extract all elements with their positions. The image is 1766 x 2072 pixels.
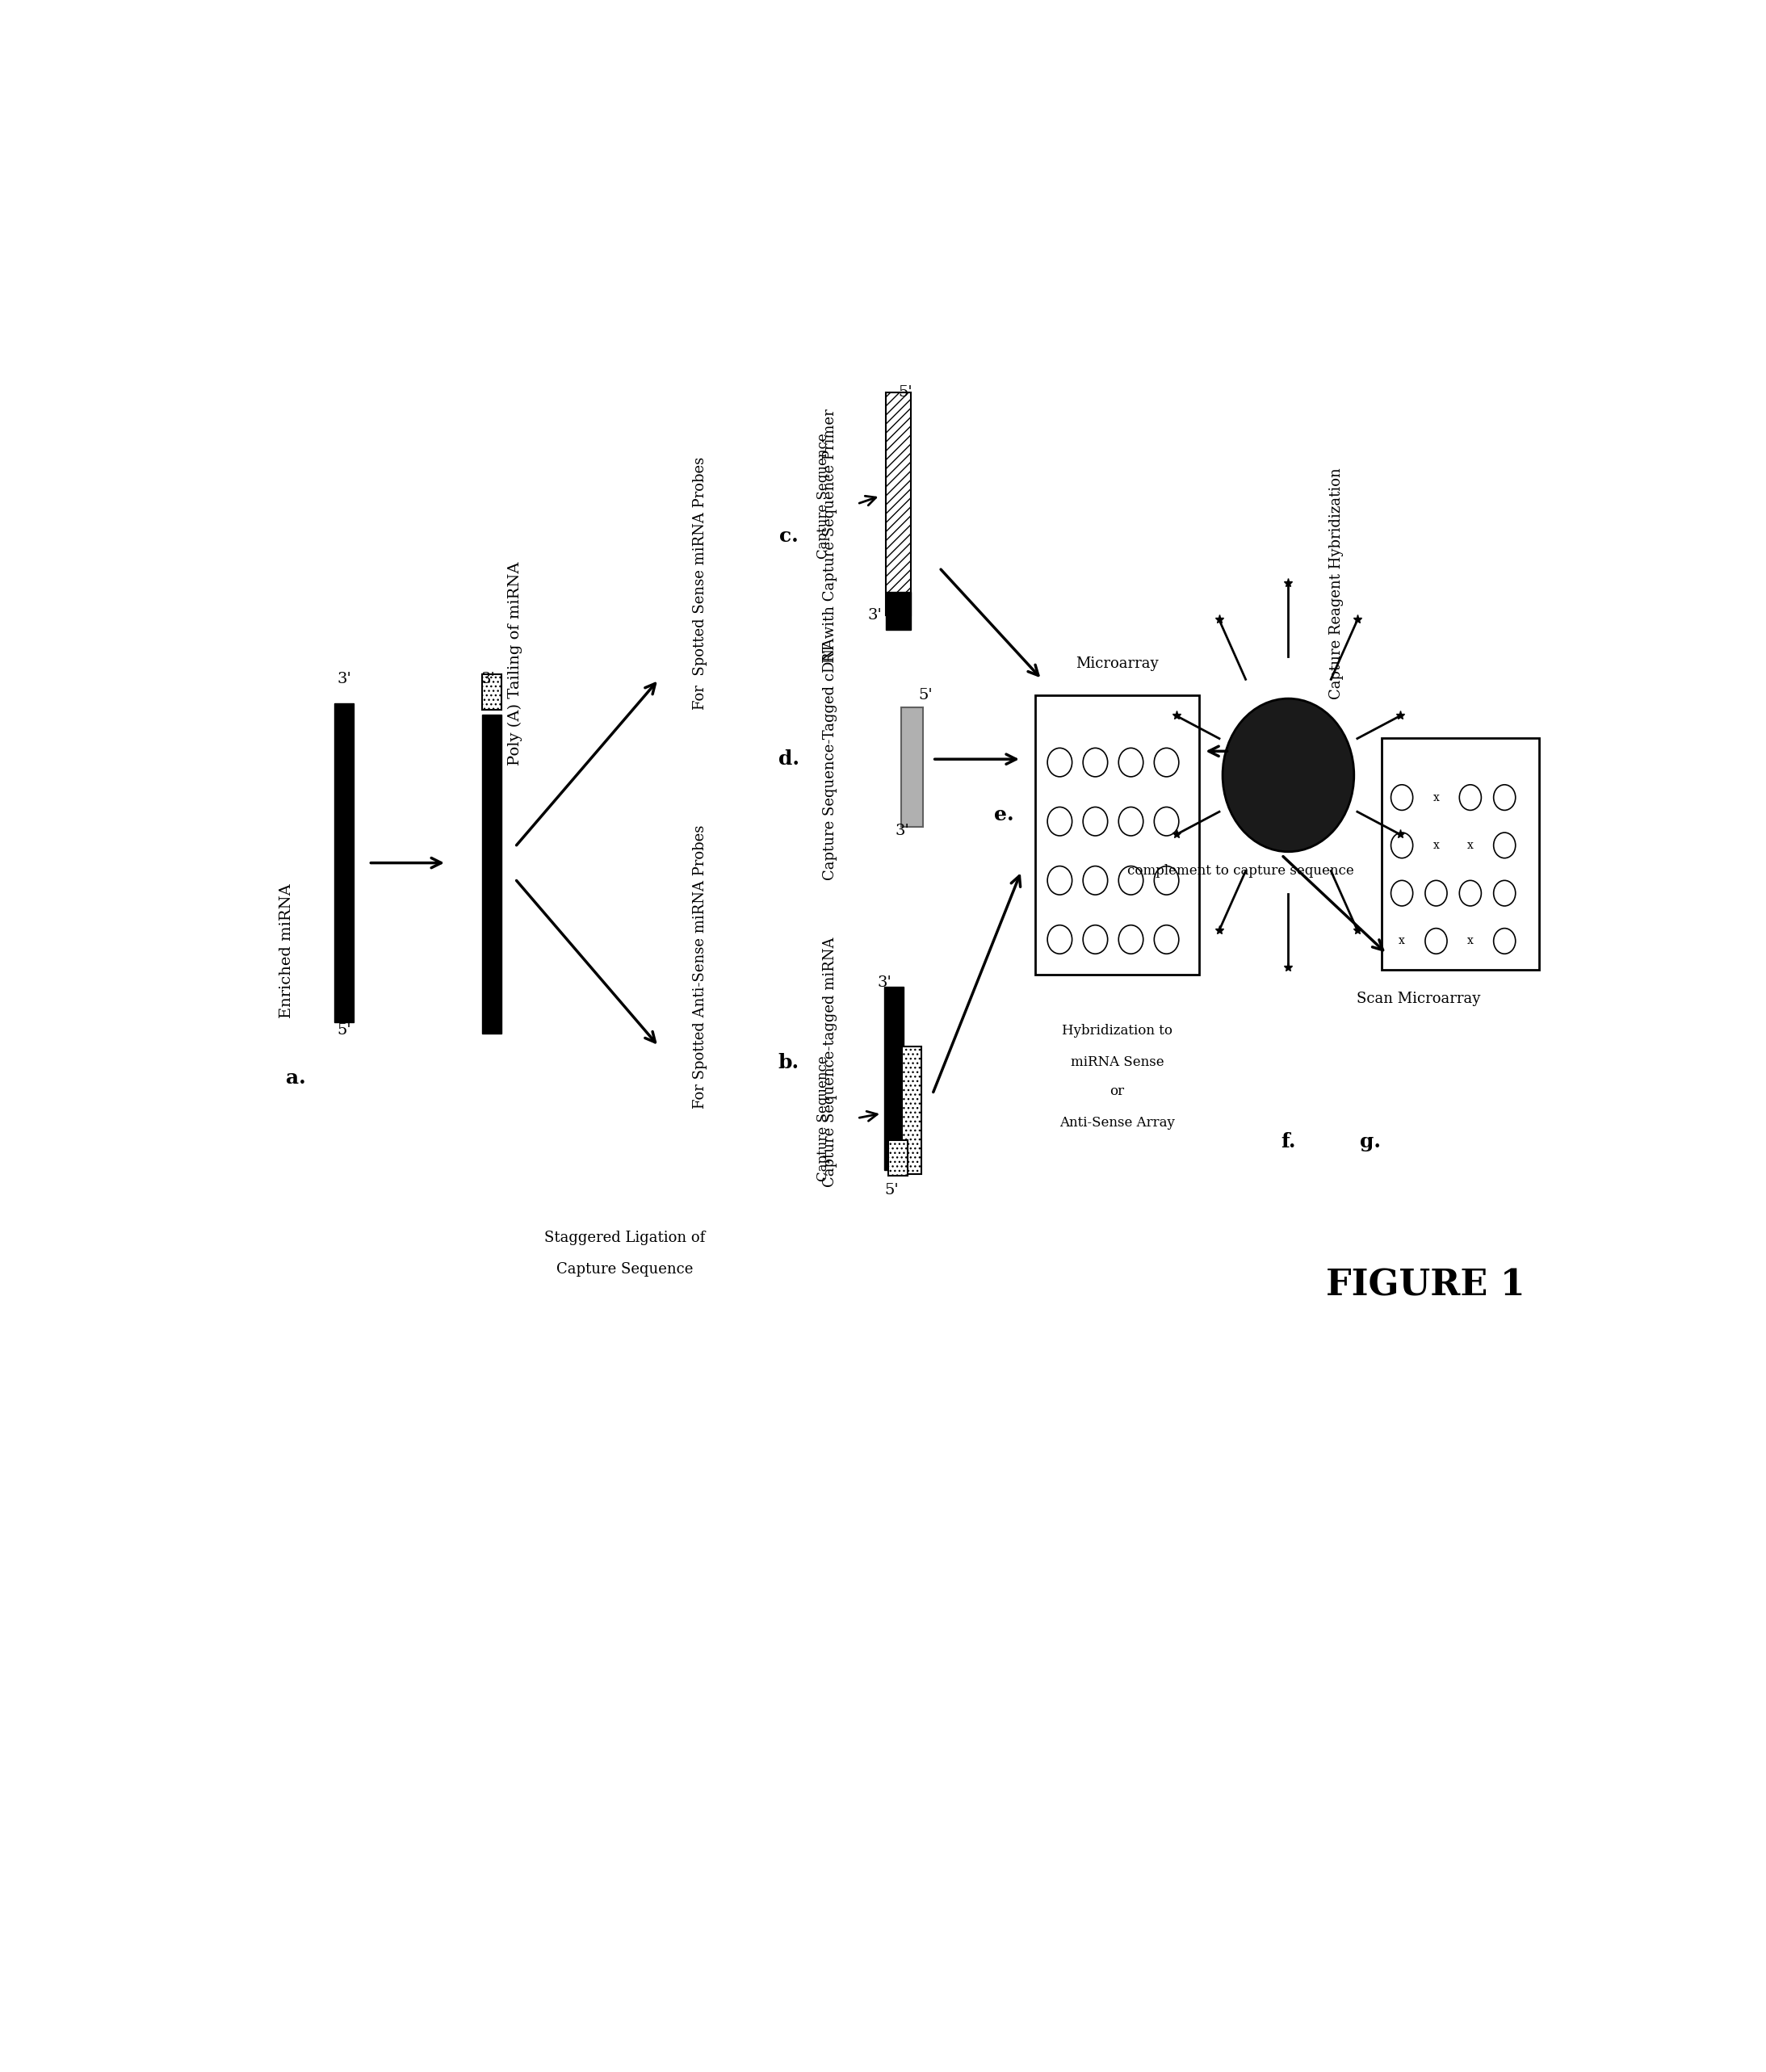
Circle shape [1047,748,1072,777]
Text: f.: f. [1280,1133,1296,1152]
Text: c.: c. [779,526,798,545]
Circle shape [1083,866,1107,895]
Bar [1035,696,1199,974]
Circle shape [1083,748,1107,777]
Text: x: x [1468,934,1473,947]
Circle shape [1459,881,1482,905]
Circle shape [1494,833,1515,858]
Circle shape [1392,881,1413,905]
Text: Capture Sequence: Capture Sequence [816,1055,830,1181]
Circle shape [1222,698,1355,852]
Circle shape [1494,785,1515,810]
Text: Anti-Sense Array: Anti-Sense Array [1060,1117,1174,1129]
Bar [887,593,911,630]
Text: b.: b. [779,1053,800,1071]
Text: x: x [1399,934,1406,947]
Circle shape [1459,785,1482,810]
Text: Scan Microarray: Scan Microarray [1356,990,1480,1005]
Text: complement to capture sequence: complement to capture sequence [1127,864,1355,879]
Text: 3': 3' [480,671,494,686]
Text: 3': 3' [337,671,351,686]
Text: 5': 5' [918,688,932,702]
Bar [901,707,924,827]
Text: Capture Sequence-tagged miRNA: Capture Sequence-tagged miRNA [823,937,837,1187]
Text: 3': 3' [878,976,892,990]
Bar [902,1046,922,1175]
Circle shape [1047,866,1072,895]
Text: x: x [1432,839,1439,852]
Bar [482,675,502,711]
Text: FIGURE 1: FIGURE 1 [1326,1268,1524,1303]
Text: x: x [1468,839,1473,852]
Text: Poly (A) Tailing of miRNA: Poly (A) Tailing of miRNA [507,562,523,765]
Circle shape [1047,806,1072,835]
Circle shape [1155,806,1180,835]
Text: miRNA Sense: miRNA Sense [1070,1055,1164,1069]
Circle shape [1118,924,1143,953]
Circle shape [1392,833,1413,858]
Bar [1381,738,1538,970]
Text: Capture Sequence-Tagged cDNA: Capture Sequence-Tagged cDNA [823,638,837,881]
Circle shape [1155,924,1180,953]
Circle shape [1155,866,1180,895]
Text: Microarray: Microarray [1075,657,1158,671]
Text: 3': 3' [867,609,883,624]
Circle shape [1118,748,1143,777]
Circle shape [1155,748,1180,777]
Bar [334,702,353,1021]
Text: x: x [1432,792,1439,804]
Circle shape [1047,924,1072,953]
Bar [885,986,904,1171]
Text: g.: g. [1360,1133,1381,1152]
Text: Capture Sequence: Capture Sequence [816,433,830,559]
Text: 5': 5' [337,1024,351,1038]
Text: Capture Sequence: Capture Sequence [556,1262,692,1276]
Circle shape [1494,928,1515,953]
Text: a.: a. [286,1069,306,1088]
Circle shape [1118,806,1143,835]
Circle shape [1083,924,1107,953]
Text: Hybridization to: Hybridization to [1061,1024,1173,1038]
Text: d.: d. [779,750,800,769]
Text: 3': 3' [895,825,909,839]
Circle shape [1425,881,1446,905]
Text: For  Spotted Sense miRNA Probes: For Spotted Sense miRNA Probes [692,458,706,711]
Text: 5': 5' [897,385,913,400]
Text: Capture Reagent Hybridization: Capture Reagent Hybridization [1330,468,1344,700]
Text: 5': 5' [885,1183,899,1198]
Text: RT with Capture Sequence Primer: RT with Capture Sequence Primer [823,408,837,663]
Circle shape [1425,928,1446,953]
Circle shape [1494,881,1515,905]
Text: Staggered Ligation of: Staggered Ligation of [544,1231,705,1245]
Text: or: or [1109,1084,1125,1098]
Text: e.: e. [994,806,1014,825]
Text: For Spotted Anti-Sense miRNA Probes: For Spotted Anti-Sense miRNA Probes [692,825,706,1109]
Circle shape [1118,866,1143,895]
Bar [888,1140,908,1175]
Bar [482,715,502,1034]
Bar [887,392,911,615]
Text: Enriched miRNA: Enriched miRNA [279,883,293,1017]
Circle shape [1083,806,1107,835]
Circle shape [1392,785,1413,810]
Text: 5': 5' [480,1024,494,1038]
